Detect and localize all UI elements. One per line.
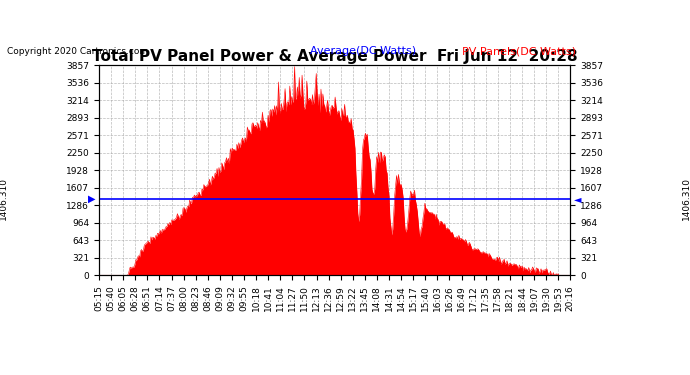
Text: ◄: ◄ bbox=[574, 194, 581, 204]
Text: Average(DC Watts): Average(DC Watts) bbox=[310, 46, 417, 56]
Text: 1406.310: 1406.310 bbox=[0, 177, 8, 220]
Text: ▶: ▶ bbox=[88, 194, 95, 204]
Text: Copyright 2020 Cartronics.com: Copyright 2020 Cartronics.com bbox=[7, 47, 148, 56]
Text: 1406.310: 1406.310 bbox=[682, 177, 690, 220]
Text: PV Panels(DC Watts): PV Panels(DC Watts) bbox=[462, 46, 576, 56]
Title: Total PV Panel Power & Average Power  Fri Jun 12  20:28: Total PV Panel Power & Average Power Fri… bbox=[92, 49, 578, 64]
